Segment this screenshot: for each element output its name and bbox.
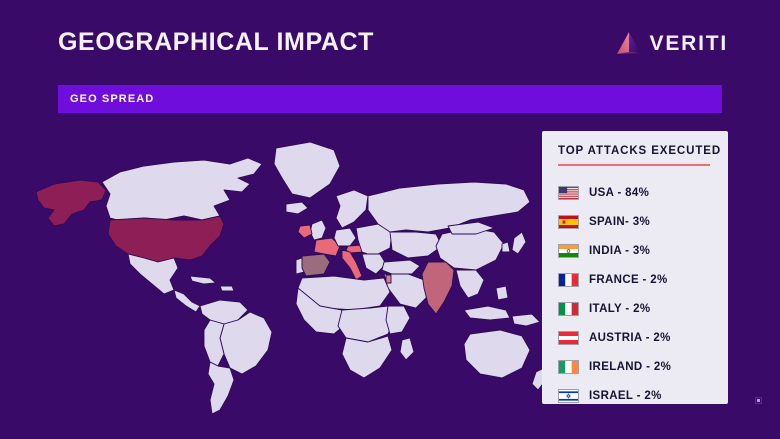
map-country-east-africa <box>385 305 411 335</box>
map-country-middle-east <box>383 273 429 309</box>
map-country-west-africa <box>295 287 347 335</box>
brand-logo: VERITI <box>616 31 728 56</box>
map-country-turkey <box>381 259 421 275</box>
list-item-label: ISRAEL - 2% <box>589 390 662 403</box>
map-country-greenland <box>273 141 341 199</box>
map-country-peru-bolivia <box>203 319 225 367</box>
map-country-papua <box>511 313 541 327</box>
flag-india-icon <box>558 244 579 259</box>
triangle-prism-logo-icon <box>616 32 640 54</box>
flag-israel-icon <box>558 389 579 404</box>
top-attacks-panel: TOP ATTACKS EXECUTED U <box>542 131 728 404</box>
flag-italy-icon <box>558 302 579 317</box>
geo-spread-label: GEO SPREAD <box>70 93 155 105</box>
list-item-label: AUSTRIA - 2% <box>589 332 671 345</box>
map-country-indonesia <box>463 305 511 321</box>
list-item[interactable]: ISRAEL - 2% <box>542 382 728 411</box>
map-country-mexico <box>127 253 179 295</box>
map-country-madagascar <box>399 337 415 361</box>
map-country-hispaniola <box>219 285 235 292</box>
flag-spain-icon <box>558 215 579 230</box>
legend-list: USA - 84% SPAIN- 3% <box>542 179 728 411</box>
list-item[interactable]: FRANCE - 2% <box>542 266 728 295</box>
legend-title-underline <box>558 164 710 166</box>
list-item[interactable]: USA - 84% <box>542 179 728 208</box>
map-country-korea <box>501 241 511 253</box>
map-country-japan <box>511 231 527 255</box>
map-country-alaska <box>35 179 107 227</box>
map-country-uk <box>309 219 327 241</box>
list-item-label: ITALY - 2% <box>589 303 651 316</box>
map-country-central-africa <box>337 305 397 343</box>
brand-name: VERITI <box>649 32 728 55</box>
map-country-australia <box>463 329 531 379</box>
list-item[interactable]: IRELAND - 2% <box>542 353 728 382</box>
map-country-ireland <box>297 224 313 239</box>
map-country-france <box>313 237 341 257</box>
list-item-label: USA - 84% <box>589 187 650 200</box>
map-country-spain <box>301 253 331 277</box>
world-map-svg <box>35 141 544 415</box>
flag-france-icon <box>558 273 579 288</box>
world-map <box>24 128 544 418</box>
map-country-central-asia <box>389 231 443 259</box>
legend-title: TOP ATTACKS EXECUTED <box>558 145 722 157</box>
list-item-label: IRELAND - 2% <box>589 361 672 374</box>
corner-marker-dot <box>755 397 762 404</box>
map-country-philippines <box>495 285 509 301</box>
map-country-southern-africa <box>341 335 393 379</box>
flag-usa-icon <box>558 186 579 201</box>
map-country-scandinavia <box>335 189 369 229</box>
map-country-canada <box>101 157 263 223</box>
geo-spread-banner: GEO SPREAD <box>58 85 722 113</box>
map-country-iceland <box>285 201 309 215</box>
list-item-label: SPAIN- 3% <box>589 216 651 229</box>
list-item[interactable]: AUSTRIA - 2% <box>542 324 728 353</box>
list-item-label: INDIA - 3% <box>589 245 651 258</box>
map-country-italy <box>341 249 363 281</box>
map-country-argentina-chile <box>207 361 235 415</box>
map-country-cuba <box>189 275 217 285</box>
flag-austria-icon <box>558 331 579 346</box>
list-item[interactable]: ITALY - 2% <box>542 295 728 324</box>
map-country-germany <box>333 227 357 247</box>
map-country-central-america <box>173 289 201 313</box>
map-country-israel <box>385 274 392 284</box>
list-item-label: FRANCE - 2% <box>589 274 668 287</box>
flag-ireland-icon <box>558 360 579 375</box>
map-country-mongolia <box>447 221 495 235</box>
list-item[interactable]: INDIA - 3% <box>542 237 728 266</box>
map-country-india <box>421 261 455 315</box>
list-item[interactable]: SPAIN- 3% <box>542 208 728 237</box>
map-country-balkans <box>361 253 387 275</box>
map-country-sea-mainland <box>455 269 485 299</box>
map-country-russia <box>367 181 531 233</box>
map-country-usa <box>107 215 225 263</box>
page-title: GEOGRAPHICAL IMPACT <box>58 28 375 56</box>
